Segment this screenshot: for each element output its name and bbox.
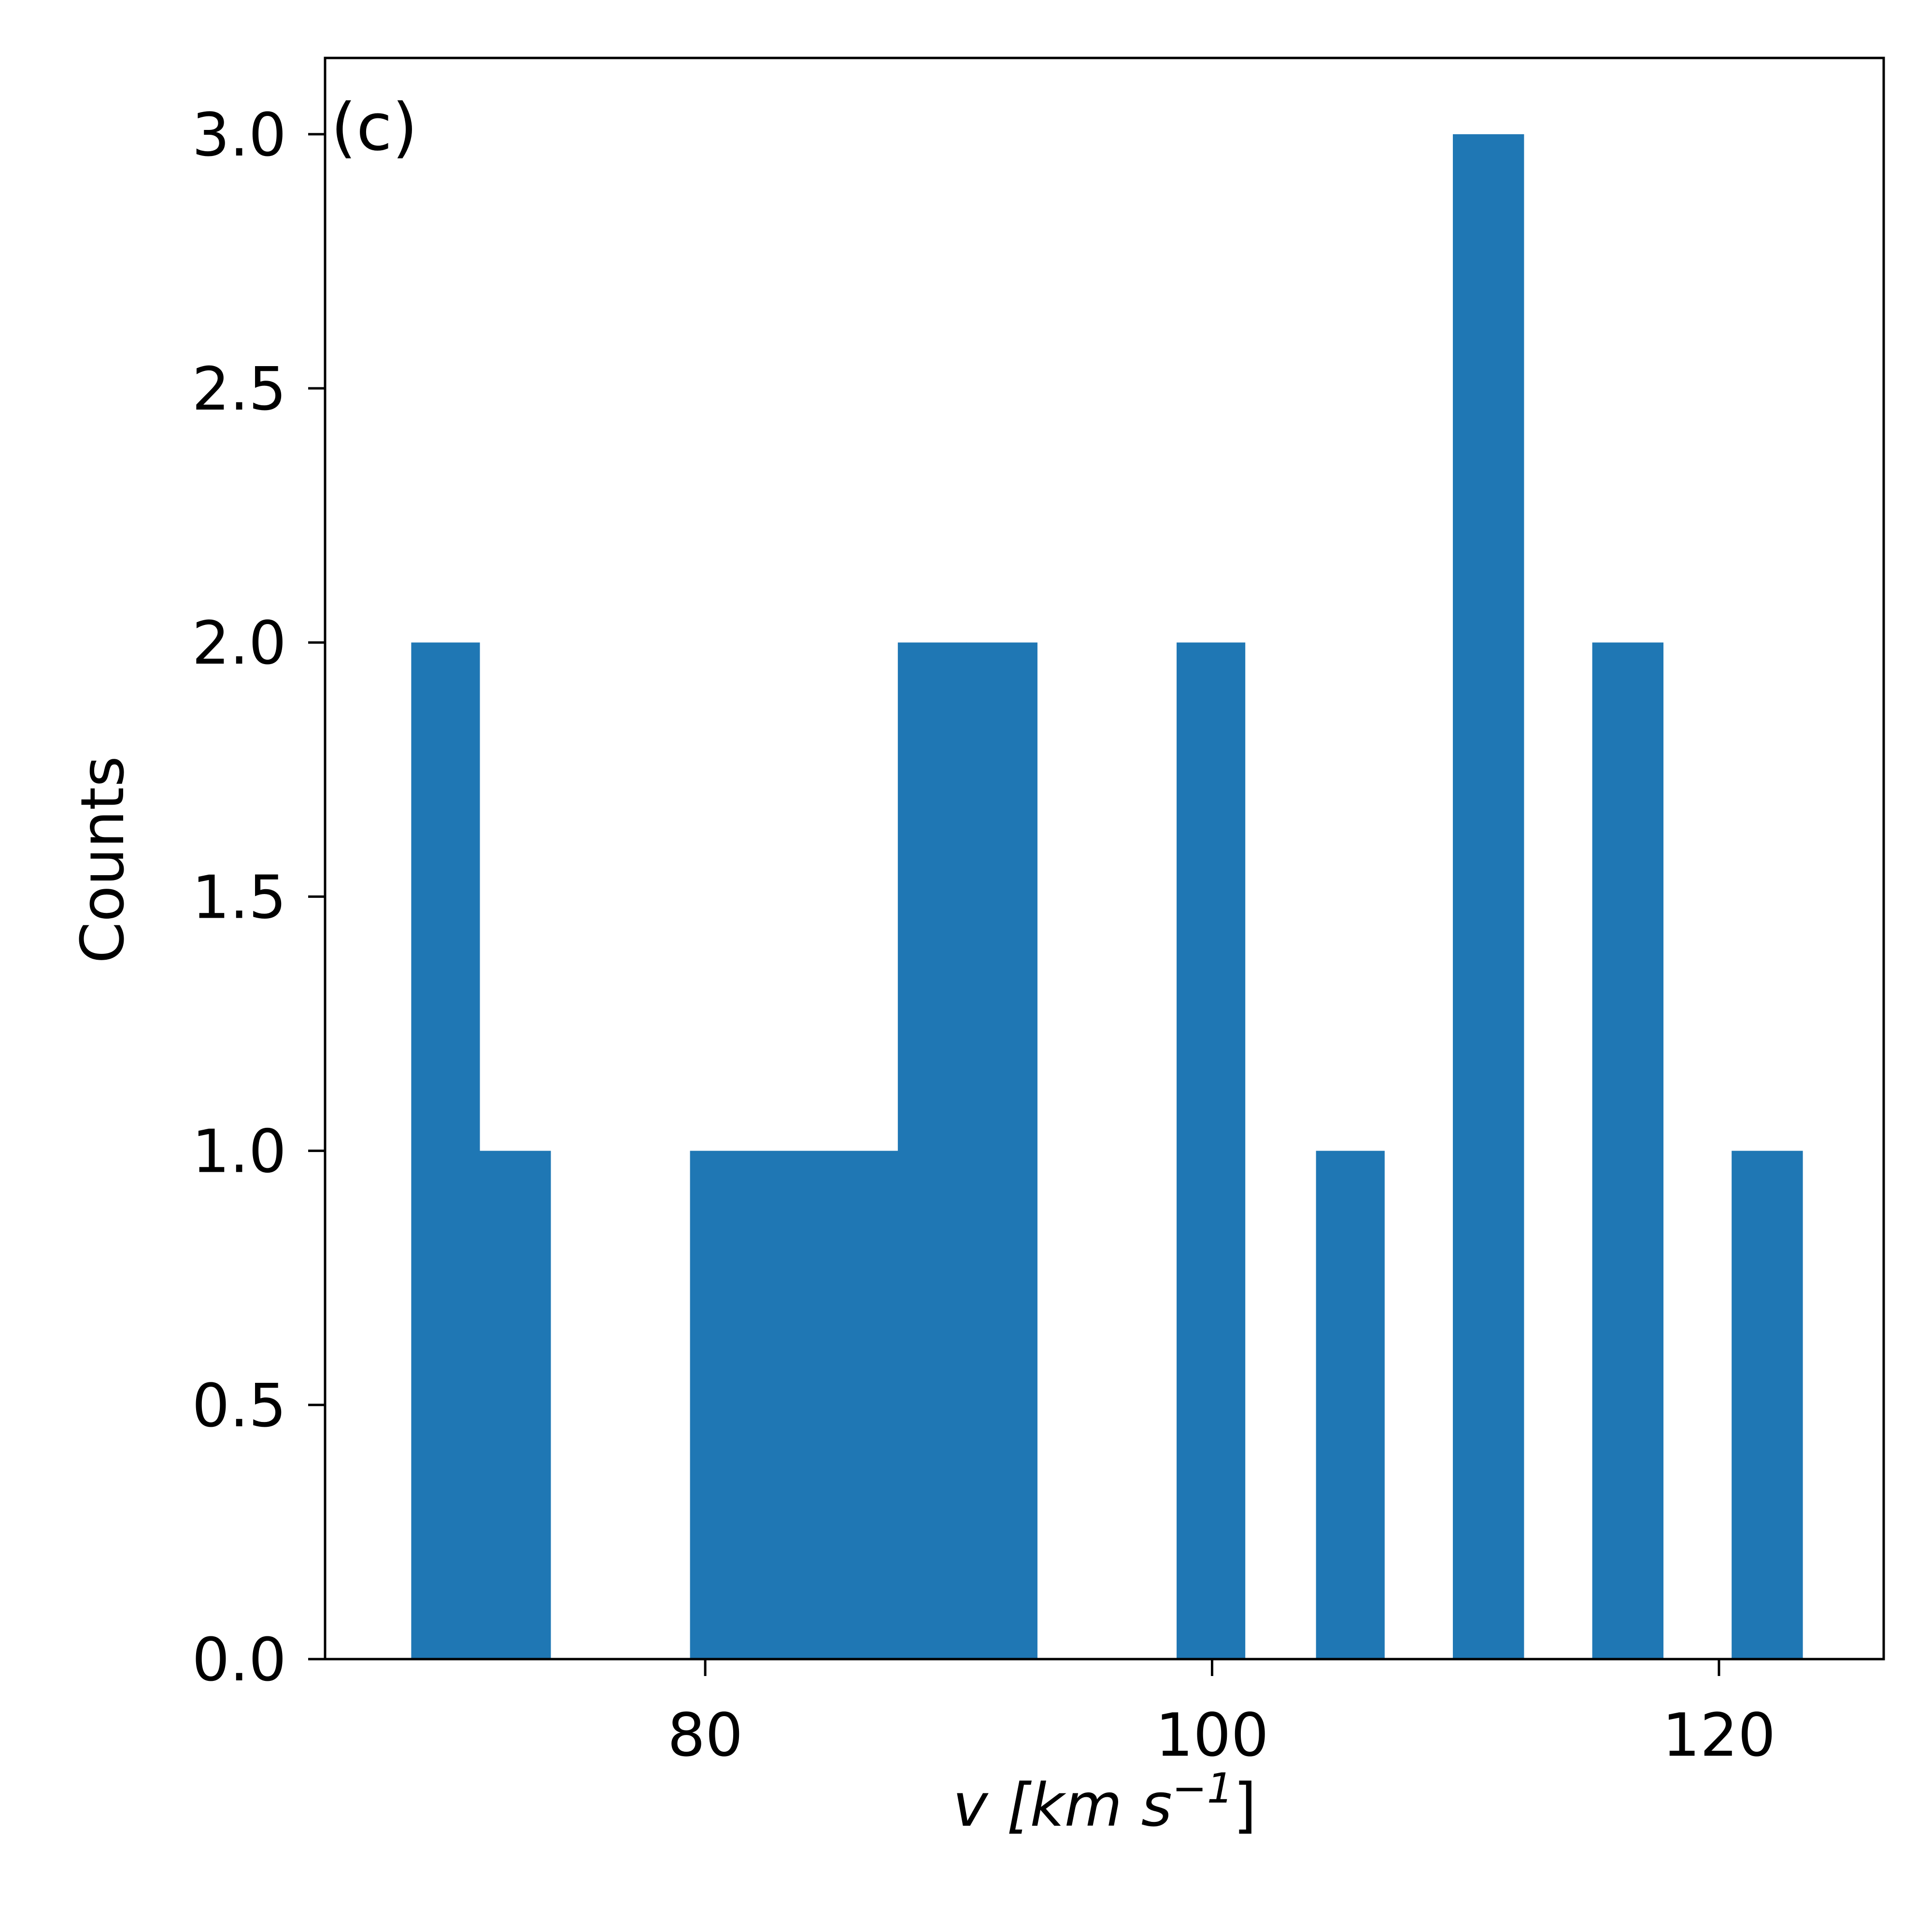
y-tick-label: 2.5	[192, 355, 286, 424]
x-axis-label-exponent: −1	[1172, 1764, 1234, 1813]
x-tick-label: 80	[668, 1701, 743, 1770]
histogram-bar	[1592, 642, 1663, 1659]
y-axis-ticks: 0.0 0.5 1.0 1.5 2.0 2.5 3.0	[192, 101, 325, 1695]
x-axis-ticks: 80 100 120	[668, 1659, 1776, 1770]
histogram-bar	[411, 642, 480, 1659]
x-axis-label-close: ]	[1233, 1771, 1256, 1840]
y-tick-label: 1.0	[192, 1118, 286, 1187]
histogram-bar	[1316, 1151, 1385, 1659]
x-axis-label: v [km s−1]	[953, 1764, 1257, 1840]
panel-label: (c)	[331, 89, 418, 165]
histogram-bar	[480, 1151, 551, 1659]
histogram-bar	[1452, 134, 1524, 1659]
x-tick-label: 120	[1662, 1701, 1776, 1770]
y-tick-label: 3.0	[192, 101, 286, 170]
histogram-bar	[1732, 1151, 1803, 1659]
x-tick-label: 100	[1155, 1701, 1269, 1770]
histogram-bar	[1177, 642, 1246, 1659]
y-tick-label: 0.5	[192, 1372, 286, 1441]
y-tick-label: 2.0	[192, 609, 286, 678]
histogram-bar	[826, 1151, 898, 1659]
histogram-bar	[690, 1151, 759, 1659]
histogram-bar	[966, 642, 1037, 1659]
y-tick-label: 0.0	[192, 1626, 286, 1695]
plot-frame	[324, 57, 1885, 1661]
bars-group	[411, 134, 1803, 1659]
histogram-bar	[758, 1151, 827, 1659]
x-axis-label-main: v [km s	[953, 1771, 1172, 1840]
histogram-bar	[897, 642, 967, 1659]
y-axis-label: Counts	[69, 756, 138, 963]
y-tick-label: 1.5	[192, 863, 286, 932]
